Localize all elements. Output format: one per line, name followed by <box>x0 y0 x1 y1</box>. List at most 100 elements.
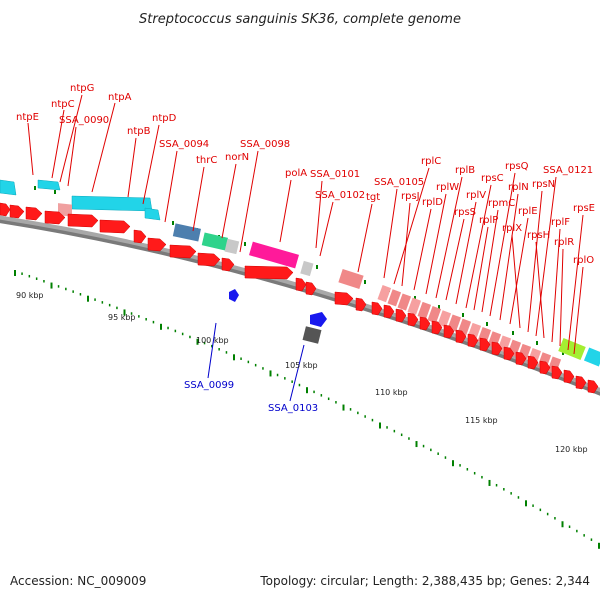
gene-label-rplC[interactable]: rplC <box>421 156 441 167</box>
forward-gene-arrow <box>527 355 539 370</box>
minor-tick <box>284 377 286 380</box>
gene-label-rplD[interactable]: rplD <box>422 197 443 208</box>
gene-label-thrC[interactable]: thrC <box>196 155 217 166</box>
forward-gene-arrow <box>221 257 235 272</box>
minor-tick <box>94 298 96 301</box>
label-leader-line <box>207 322 217 379</box>
gene-label-rplV[interactable]: rplV <box>466 190 486 201</box>
gene-label-rpsC[interactable]: rpsC <box>481 173 504 184</box>
ribosomal-gene-block <box>397 293 412 311</box>
forward-gene-arrow <box>455 329 467 344</box>
outer-tick <box>562 351 564 355</box>
major-tick <box>415 441 418 448</box>
label-leader-line <box>527 190 543 333</box>
gene-label-SSA_0103[interactable]: SSA_0103 <box>268 403 318 414</box>
gene-label-rpsS[interactable]: rpsS <box>454 207 476 218</box>
gene-label-SSA_0101[interactable]: SSA_0101 <box>310 169 360 180</box>
gene-label-ntpA[interactable]: ntpA <box>108 92 132 103</box>
forward-gene-arrow <box>169 244 197 259</box>
gene-label-ntpC[interactable]: ntpC <box>51 99 75 110</box>
minor-tick <box>181 332 184 336</box>
minor-tick <box>393 429 396 433</box>
forward-gene-arrow <box>395 308 407 323</box>
gene-label-ntpB[interactable]: ntpB <box>127 126 151 137</box>
ribosomal-gene-block <box>547 356 562 374</box>
scale-label-95: 95 kbp <box>108 313 136 322</box>
gene-label-polA[interactable]: polA <box>285 168 307 179</box>
forward-gene-arrow <box>67 213 99 228</box>
label-leader-line <box>315 180 323 249</box>
gene-label-rpsE[interactable]: rpsE <box>573 203 595 214</box>
gene-label-SSA_0121[interactable]: SSA_0121 <box>543 165 593 176</box>
gene-label-rpsQ[interactable]: rpsQ <box>505 161 529 172</box>
gene-label-rpmC[interactable]: rpmC <box>488 198 515 209</box>
gene-label-ntpE[interactable]: ntpE <box>16 112 39 123</box>
forward-gene-arrow <box>147 237 167 252</box>
outer-tick <box>512 331 514 335</box>
scale-labels: 90 kbp 95 kbp 100 kbp 105 kbp 110 kbp 11… <box>16 291 588 454</box>
minor-tick <box>218 348 220 351</box>
outer-tick <box>486 322 488 326</box>
label-leader-line <box>535 176 557 337</box>
gene-label-SSA_0094[interactable]: SSA_0094 <box>159 139 209 150</box>
minor-tick <box>247 360 250 364</box>
accession-text: Accession: NC_009009 <box>10 574 146 588</box>
minor-tick <box>262 367 264 370</box>
label-leader-line <box>239 150 259 253</box>
gene-label-rplF[interactable]: rplF <box>551 217 570 228</box>
gene-label-SSA_0090[interactable]: SSA_0090 <box>59 115 109 126</box>
genome-summary-text: Topology: circular; Length: 2,388,435 bp… <box>259 574 590 588</box>
cyan-gene-block <box>144 207 161 221</box>
outer-tick <box>536 341 538 345</box>
gene-label-rpsN[interactable]: rpsN <box>532 179 555 190</box>
gene-label-norN[interactable]: norN <box>225 152 249 163</box>
gene-label-tgt[interactable]: tgt <box>366 192 380 203</box>
reverse-gene-arrow <box>310 312 327 327</box>
gene-label-rpsH[interactable]: rpsH <box>527 230 550 241</box>
label-leader-line <box>511 234 521 329</box>
minor-tick <box>130 312 133 315</box>
gene-label-rplN[interactable]: rplN <box>508 182 529 193</box>
major-tick <box>160 323 162 330</box>
gene-label-rplP[interactable]: rplP <box>479 215 498 226</box>
minor-tick <box>225 351 228 354</box>
minor-tick <box>408 437 410 440</box>
forward-gene-arrow <box>305 281 317 296</box>
label-leader-line <box>91 102 116 193</box>
minor-tick <box>364 415 366 418</box>
gene-label-rplB[interactable]: rplB <box>455 165 475 176</box>
gene-label-rpsJ[interactable]: rpsJ <box>401 191 420 202</box>
outer-tick <box>316 265 318 269</box>
forward-gene-arrow <box>371 301 383 316</box>
minor-tick <box>532 504 534 507</box>
label-leader-line <box>27 122 34 176</box>
outer-tick <box>364 280 366 284</box>
major-tick <box>488 479 491 486</box>
minor-tick <box>152 320 155 324</box>
minor-tick <box>568 525 571 529</box>
gene-label-rplO[interactable]: rplO <box>573 255 594 266</box>
gene-label-rplW[interactable]: rplW <box>436 182 459 193</box>
gene-label-SSA_0102[interactable]: SSA_0102 <box>315 190 365 201</box>
label-leader-line <box>279 179 292 243</box>
major-tick <box>379 422 381 429</box>
label-leader-line <box>383 188 398 279</box>
gene-label-SSA_0099[interactable]: SSA_0099 <box>184 380 234 391</box>
gene-label-SSA_0098[interactable]: SSA_0098 <box>240 139 290 150</box>
label-leader-line <box>445 218 465 301</box>
ribosomal-gene-block <box>387 289 402 307</box>
minor-tick <box>174 329 177 333</box>
forward-gene-arrow <box>383 304 395 319</box>
major-tick <box>233 354 235 361</box>
magenta-gene-block <box>249 241 299 269</box>
forward-gene-arrow <box>244 265 294 280</box>
label-leader-line <box>573 266 584 355</box>
gene-label-rplE[interactable]: rplE <box>518 206 538 217</box>
gene-label-rplX[interactable]: rplX <box>502 223 522 234</box>
gene-label-ntpD[interactable]: ntpD <box>152 113 177 124</box>
minor-tick <box>101 301 104 304</box>
gene-label-ntpG[interactable]: ntpG <box>70 83 94 94</box>
gene-label-rplR[interactable]: rplR <box>554 237 574 248</box>
forward-gene-arrow <box>295 277 307 292</box>
gene-label-SSA_0105[interactable]: SSA_0105 <box>374 177 424 188</box>
